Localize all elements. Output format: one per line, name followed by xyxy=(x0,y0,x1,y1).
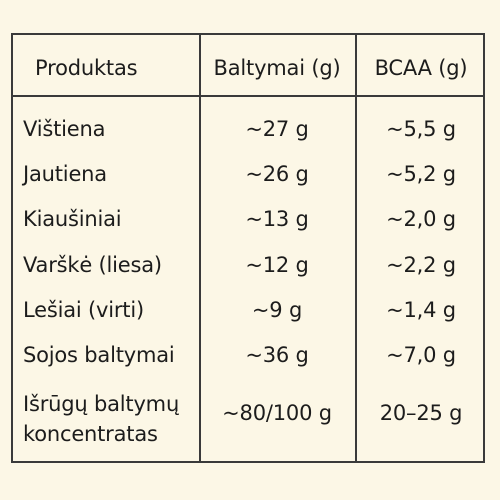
row-bcaa: ~2,0 g xyxy=(386,207,456,231)
row-product: Jautiena xyxy=(23,162,107,186)
row-bcaa: ~2,2 g xyxy=(386,253,456,277)
header-protein: Baltymai (g) xyxy=(213,56,341,80)
row-protein: ~80/100 g xyxy=(222,401,332,425)
row-protein: ~36 g xyxy=(245,343,309,367)
row-product: Lešiai (virti) xyxy=(23,298,144,322)
row-bcaa: ~1,4 g xyxy=(386,298,456,322)
row-protein: ~9 g xyxy=(251,298,303,322)
row-protein: ~26 g xyxy=(245,162,309,186)
row-bcaa: ~5,5 g xyxy=(386,117,456,141)
column-divider xyxy=(355,35,357,461)
nutrition-table: Produktas Baltymai (g) BCAA (g) Vištiena… xyxy=(11,33,485,463)
header-bcaa: BCAA (g) xyxy=(374,56,468,80)
column-divider xyxy=(199,35,201,461)
row-bcaa: ~7,0 g xyxy=(386,343,456,367)
header-product: Produktas xyxy=(35,56,138,80)
row-protein: ~13 g xyxy=(245,207,309,231)
row-product-line: koncentratas xyxy=(23,422,158,446)
row-product: Varškė (liesa) xyxy=(23,253,162,277)
row-product: Kiaušiniai xyxy=(23,207,122,231)
row-product-line: Išrūgų baltymų xyxy=(23,392,180,416)
row-product: Sojos baltymai xyxy=(23,343,175,367)
row-bcaa: 20–25 g xyxy=(379,401,463,425)
row-protein: ~27 g xyxy=(245,117,309,141)
row-bcaa: ~5,2 g xyxy=(386,162,456,186)
row-product: Išrūgų baltymų koncentratas xyxy=(23,389,179,449)
row-product: Vištiena xyxy=(23,117,106,141)
header-divider xyxy=(13,95,483,97)
row-protein: ~12 g xyxy=(245,253,309,277)
